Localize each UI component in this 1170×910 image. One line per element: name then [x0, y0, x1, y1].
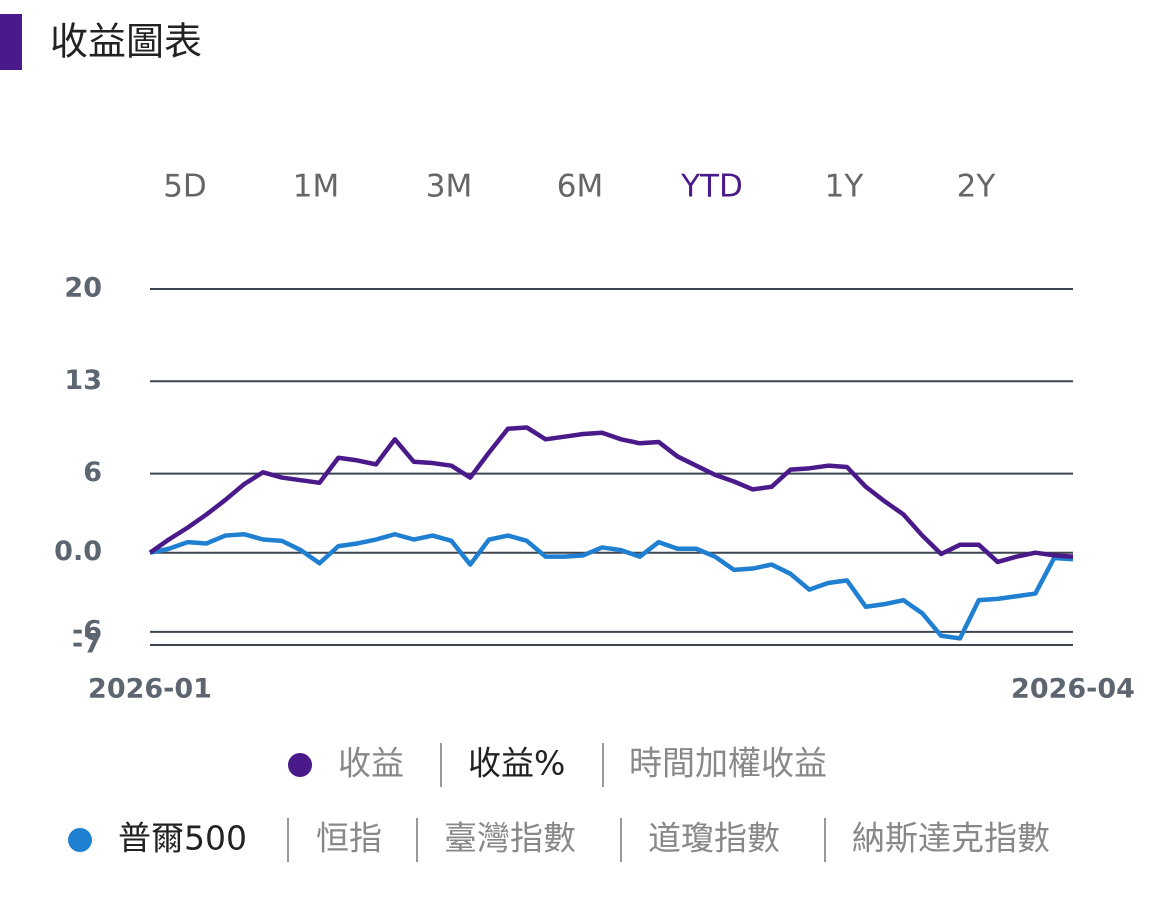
range-tab[interactable]: 6M: [557, 169, 603, 205]
legend-option[interactable]: 恒指: [316, 819, 382, 858]
page-title: 收益圖表: [50, 20, 202, 64]
legend-option[interactable]: 收益%: [468, 744, 565, 783]
y-tick-label: 6: [83, 457, 102, 488]
x-tick-label: 2026-01: [88, 674, 212, 705]
range-tab[interactable]: YTD: [680, 169, 743, 205]
series-line: [149, 531, 1074, 641]
series-line: [148, 425, 1074, 565]
legend-option[interactable]: 時間加權收益: [629, 744, 827, 783]
y-tick-label: 13: [64, 365, 102, 396]
range-tab[interactable]: 3M: [426, 169, 472, 205]
legend-option[interactable]: 臺灣指數: [444, 819, 576, 858]
legend-dot: [288, 753, 312, 777]
range-tab[interactable]: 2Y: [957, 169, 996, 205]
range-tab[interactable]: 5D: [163, 169, 207, 205]
range-tab[interactable]: 1M: [293, 169, 339, 205]
title-bar-accent: [0, 14, 22, 70]
y-tick-label: 20: [64, 273, 102, 304]
y-tick-label: -7: [72, 629, 102, 660]
legend-option[interactable]: 道瓊指數: [648, 819, 780, 858]
legend-dot: [68, 828, 92, 852]
legend-option[interactable]: 納斯達克指數: [852, 819, 1050, 858]
range-tab[interactable]: 1Y: [825, 169, 864, 205]
legend-option[interactable]: 普爾500: [118, 819, 247, 858]
legend-option[interactable]: 收益: [338, 744, 404, 783]
x-tick-label: 2026-04: [1011, 674, 1135, 705]
y-tick-label: 0.0: [54, 536, 102, 567]
y-tick-label: -6: [72, 615, 102, 646]
